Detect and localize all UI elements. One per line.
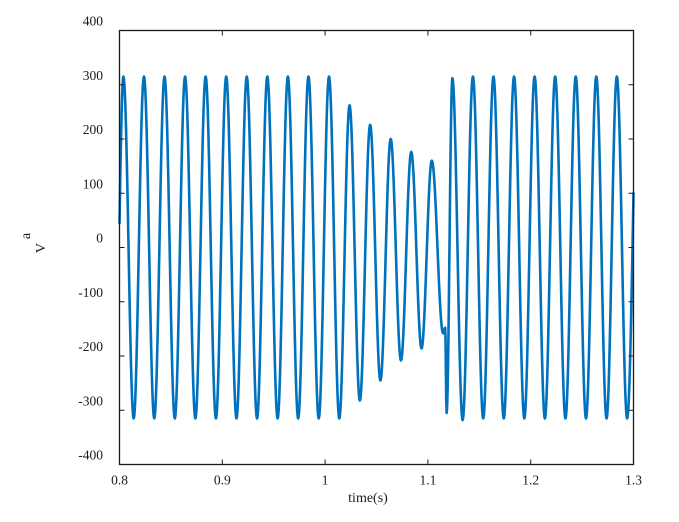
y-tick-label: -100 <box>78 285 103 300</box>
x-tick-label: 1 <box>322 473 329 488</box>
x-tick-label: 1.1 <box>419 473 436 488</box>
axis-ticks <box>119 30 634 465</box>
y-tick-label: -400 <box>78 448 103 463</box>
x-tick-label: 0.9 <box>214 473 231 488</box>
y-axis-label: V <box>34 243 49 253</box>
x-tick-labels: 0.8 0.9 1 1.1 1.2 1.3 <box>111 473 642 488</box>
y-tick-label: 100 <box>83 176 104 191</box>
x-tick-label: 0.8 <box>111 473 128 488</box>
y-tick-label: 400 <box>83 14 104 29</box>
y-axis-label-subscript: a <box>19 232 34 239</box>
y-axis-label-main: V <box>34 243 49 253</box>
plot-area <box>118 75 635 422</box>
y-tick-label: 0 <box>96 231 103 246</box>
y-tick-labels: 400 300 200 100 0 -100 -200 -300 -400 <box>78 14 103 463</box>
va-series-line <box>118 75 635 422</box>
x-tick-label: 1.3 <box>625 473 642 488</box>
y-tick-label: 200 <box>83 122 104 137</box>
x-tick-label: 1.2 <box>522 473 539 488</box>
y-tick-label: 300 <box>83 68 104 83</box>
y-tick-label: -200 <box>78 339 103 354</box>
x-axis-label: time(s) <box>348 491 388 506</box>
y-tick-label: -300 <box>78 393 103 408</box>
